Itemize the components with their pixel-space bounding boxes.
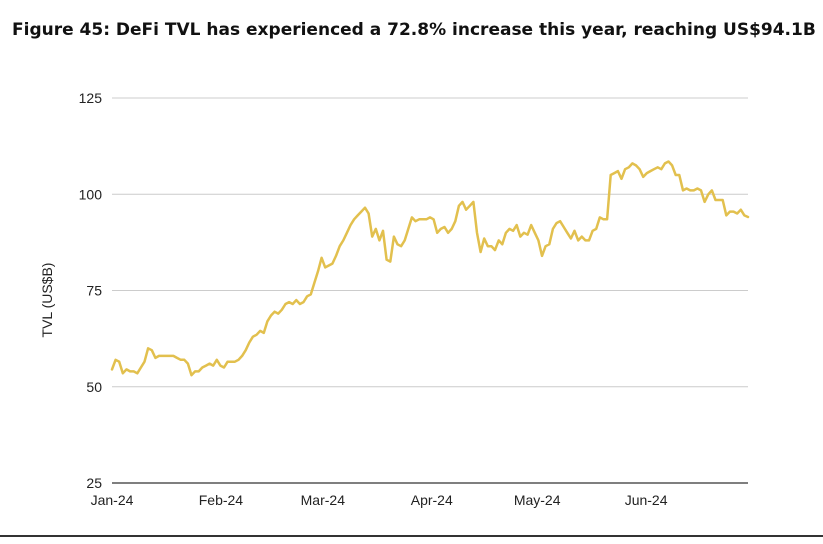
y-tick-label: 125 bbox=[79, 90, 103, 106]
y-tick-label: 75 bbox=[86, 283, 102, 299]
x-tick-labels: Jan-24 Feb-24 Mar-24 Apr-24 May-24 Jun-24 bbox=[91, 492, 668, 508]
y-tick-label: 100 bbox=[79, 186, 103, 202]
x-tick-label: Jan-24 bbox=[91, 492, 134, 508]
gridlines bbox=[112, 97, 748, 484]
y-tick-label: 25 bbox=[86, 475, 102, 491]
x-tick-label: Mar-24 bbox=[301, 492, 346, 508]
bottom-rule bbox=[0, 535, 823, 537]
y-tick-labels: 25 50 75 100 125 bbox=[79, 90, 103, 491]
x-tick-label: Apr-24 bbox=[411, 492, 453, 508]
figure-title: Figure 45: DeFi TVL has experienced a 72… bbox=[12, 20, 816, 40]
y-axis-label: TVL (US$B) bbox=[39, 263, 55, 338]
x-tick-label: May-24 bbox=[514, 492, 561, 508]
x-tick-label: Feb-24 bbox=[199, 492, 244, 508]
x-tick-label: Jun-24 bbox=[625, 492, 668, 508]
tvl-series-line bbox=[110, 160, 750, 377]
y-tick-label: 50 bbox=[86, 379, 102, 395]
